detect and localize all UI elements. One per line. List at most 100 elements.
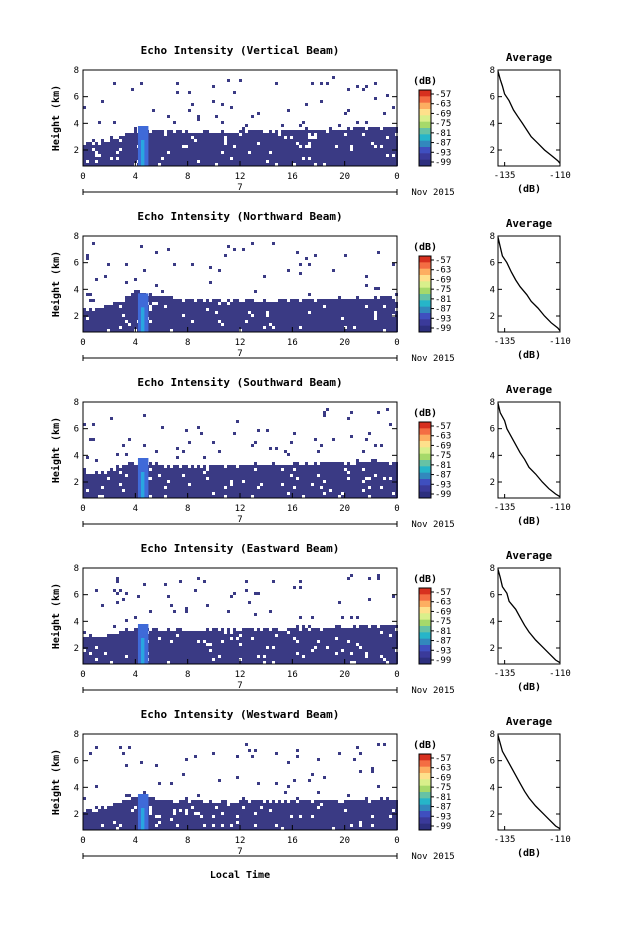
echo-cell [134,314,137,317]
x-tick-label: 0 [80,172,85,182]
echo-cell [383,323,386,326]
echo-cell [314,649,317,652]
echo-cell [374,643,377,646]
colorbar-label: -81 [435,129,451,139]
echo-cell [338,142,341,145]
echo-cell [392,628,395,631]
echo-cell [320,483,323,486]
echo-cell [185,607,188,610]
echo-cell [206,480,209,483]
echo-cell [155,145,158,148]
echo-cell [257,661,260,664]
echo-cell [152,326,155,329]
echo-cell [248,326,251,329]
echo-cell [341,486,344,489]
echo-cell [356,85,359,88]
echo-cell [359,127,362,130]
echo-cell [347,577,350,580]
echo-cell [233,465,236,468]
echo-cell [149,465,152,468]
echo-cell [200,643,203,646]
echo-cell [245,124,248,127]
echo-cell [359,151,362,154]
echo-cell [194,145,197,148]
echo-cell [236,471,239,474]
echo-cell [356,652,359,655]
echo-cell [380,326,383,329]
echo-cell [188,631,191,634]
echo-cell [191,163,194,166]
echo-cell [320,652,323,655]
echo-cell [161,477,164,480]
echo-cell [347,637,350,640]
echo-cell [290,145,293,148]
echo-cell [251,302,254,305]
echo-cell [134,646,137,649]
echo-cell [380,637,383,640]
echo-cell [278,308,281,311]
echo-cell [269,480,272,483]
echo-cell [218,317,221,320]
echo-cell [113,82,116,85]
echo-cell [302,320,305,323]
echo-cell [119,637,122,640]
echo-cell [131,299,134,302]
echo-cell [230,154,233,157]
echo-cell [86,474,89,477]
echo-cell [281,480,284,483]
echo-cell [380,477,383,480]
echo-cell [152,486,155,489]
echo-cell [317,136,320,139]
echo-cell [248,160,251,163]
echo-cell [92,661,95,664]
echo-cell [371,151,374,154]
echo-cell [116,592,119,595]
echo-cell [329,320,332,323]
echo-cell [275,477,278,480]
echo-cell [224,302,227,305]
echo-cell [374,329,377,332]
echo-cell [389,468,392,471]
echo-cell [377,142,380,145]
colorbar-swatch [419,115,431,123]
echo-cell [311,82,314,85]
echo-cell [122,308,125,311]
echo-cell [341,474,344,477]
echo-cell [161,290,164,293]
echo-cell [311,468,314,471]
echo-cell [323,477,326,480]
echo-cell [221,157,224,160]
echo-cell [119,329,122,332]
echo-cell [215,652,218,655]
echo-cell [272,151,275,154]
panel-2: Echo Intensity (Southward Beam)Height (k… [50,376,571,530]
echo-cell [293,634,296,637]
echo-cell [113,139,116,142]
echo-cell [353,320,356,323]
echo-cell [278,139,281,142]
echo-cell [356,308,359,311]
echo-cell [365,121,368,124]
echo-cell [236,323,239,326]
echo-cell [281,495,284,498]
echo-cell [194,148,197,151]
echo-cell [125,643,128,646]
echo-cell [197,646,200,649]
echo-cell [281,631,284,634]
echo-cell [335,302,338,305]
echo-cell [365,139,368,142]
echo-cell [209,661,212,664]
echo-cell [98,486,101,489]
echo-cell [200,486,203,489]
echo-cell [206,483,209,486]
echo-cell [149,154,152,157]
echo-cell [287,477,290,480]
echo-cell [95,308,98,311]
echo-cell [389,145,392,148]
echo-cell [371,658,374,661]
echo-cell [104,317,107,320]
echo-cell [320,323,323,326]
echo-cell [227,652,230,655]
echo-cell [125,323,128,326]
echo-cell [179,646,182,649]
